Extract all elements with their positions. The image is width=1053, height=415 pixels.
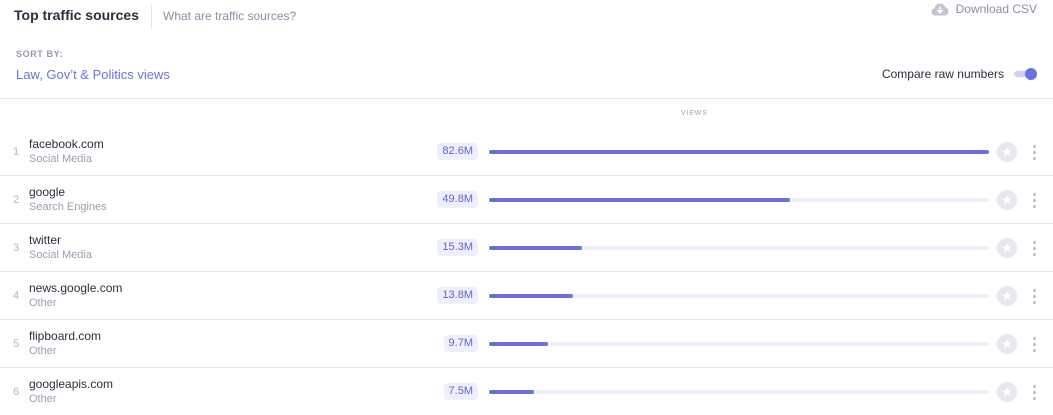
more-dot-icon [1032,294,1036,298]
traffic-source-row: 3 twitter Social Media 15.3M [0,224,1053,272]
more-dot-icon [1032,252,1036,256]
star-icon [1002,195,1012,205]
star-button[interactable] [997,286,1017,306]
traffic-source-row: 6 googleapis.com Other 7.5M [0,368,1053,415]
views-bar-fill [489,150,989,154]
cloud-download-icon [931,3,949,16]
views-value: 82.6M [437,143,478,160]
star-icon [1002,147,1012,157]
views-bar-fill [489,198,790,202]
traffic-source-row: 1 facebook.com Social Media 82.6M [0,128,1053,176]
more-dot-icon [1032,336,1036,340]
star-icon [1002,291,1012,301]
views-bar-track [489,246,989,250]
views-value: 15.3M [437,239,478,256]
rank-number: 1 [13,146,20,158]
views-value: 7.5M [443,383,478,400]
traffic-sources-list: 1 facebook.com Social Media 82.6M 2 goog… [0,128,1053,415]
rank-number: 5 [13,338,20,350]
source-category: Search Engines [29,201,107,213]
more-dot-icon [1032,150,1036,154]
source-category: Other [29,345,57,357]
row-menu-button[interactable] [1029,382,1039,402]
more-dot-icon [1032,156,1036,160]
views-bar-track [489,150,989,154]
source-category: Social Media [29,153,92,165]
rank-number: 3 [13,242,20,254]
star-button[interactable] [997,142,1017,162]
source-name[interactable]: googleapis.com [29,377,114,391]
traffic-sources-help-link[interactable]: What are traffic sources? [163,9,297,23]
row-menu-button[interactable] [1029,286,1039,306]
rank-number: 2 [13,194,20,206]
more-dot-icon [1032,144,1036,148]
more-dot-icon [1032,348,1036,352]
more-dot-icon [1032,198,1036,202]
more-dot-icon [1032,288,1036,292]
more-dot-icon [1032,300,1036,304]
source-category: Other [29,297,57,309]
star-button[interactable] [997,334,1017,354]
more-dot-icon [1032,384,1036,388]
sort-by-caption: SORT BY: [16,49,64,59]
views-bar-fill [489,294,573,298]
toggle-knob [1025,68,1037,80]
views-bar-track [489,294,989,298]
source-name[interactable]: flipboard.com [29,329,102,343]
download-csv-label: Download CSV [955,2,1037,16]
panel-header: Top traffic sources What are traffic sou… [0,0,1053,36]
star-button[interactable] [997,382,1017,402]
views-value: 49.8M [437,191,478,208]
views-bar-track [489,390,989,394]
row-menu-button[interactable] [1029,334,1039,354]
star-button[interactable] [997,190,1017,210]
source-name[interactable]: news.google.com [29,281,123,295]
source-category: Other [29,393,57,405]
header-divider [0,98,1053,99]
views-value: 13.8M [437,287,478,304]
more-dot-icon [1032,390,1036,394]
traffic-source-row: 5 flipboard.com Other 9.7M [0,320,1053,368]
more-dot-icon [1032,192,1036,196]
star-button[interactable] [997,238,1017,258]
views-bar-track [489,342,989,346]
source-name[interactable]: twitter [29,233,62,247]
views-bar-track [489,198,989,202]
views-bar-fill [489,390,534,394]
views-value: 9.7M [443,335,478,352]
title-divider [151,5,152,29]
sort-by-dropdown[interactable]: Law, Gov’t & Politics views [16,67,170,82]
compare-raw-numbers: Compare raw numbers [882,67,1037,81]
rank-number: 6 [13,386,20,398]
star-icon [1002,243,1012,253]
rank-number: 4 [13,290,20,302]
views-bar-fill [489,342,548,346]
row-menu-button[interactable] [1029,142,1039,162]
star-icon [1002,339,1012,349]
traffic-source-row: 4 news.google.com Other 13.8M [0,272,1053,320]
more-dot-icon [1032,204,1036,208]
page-title: Top traffic sources [14,7,139,23]
star-icon [1002,387,1012,397]
more-dot-icon [1032,246,1036,250]
more-dot-icon [1032,240,1036,244]
row-menu-button[interactable] [1029,190,1039,210]
row-menu-button[interactable] [1029,238,1039,258]
source-name[interactable]: facebook.com [29,137,104,151]
views-column-header: VIEWS [681,110,708,117]
views-bar-fill [489,246,582,250]
more-dot-icon [1032,342,1036,346]
source-name[interactable]: google [29,185,66,199]
traffic-source-row: 2 google Search Engines 49.8M [0,176,1053,224]
compare-raw-numbers-label: Compare raw numbers [881,67,1004,81]
more-dot-icon [1032,396,1036,400]
download-csv-button[interactable]: Download CSV [931,2,1037,16]
source-category: Social Media [29,249,92,261]
compare-raw-numbers-toggle[interactable] [1014,68,1037,80]
